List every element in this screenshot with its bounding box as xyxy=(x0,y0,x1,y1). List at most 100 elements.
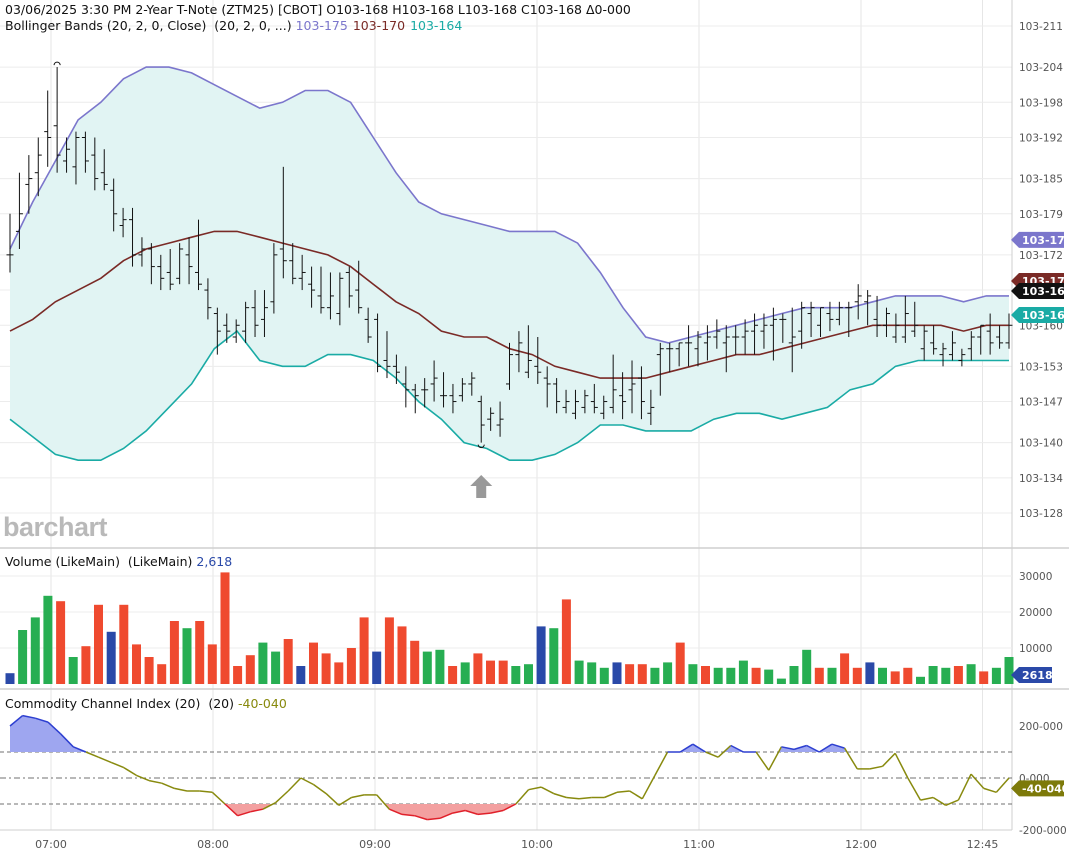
volume-bar xyxy=(549,628,559,684)
cci-line-segment xyxy=(439,812,453,819)
ohlc-bar xyxy=(289,243,297,285)
ohlc-bar xyxy=(854,284,862,320)
cci-line-segment xyxy=(224,803,239,817)
bb-lower-badge: 103-164 xyxy=(1011,307,1069,323)
ohlc-bar xyxy=(81,131,89,173)
ohlc-bar xyxy=(656,342,664,396)
volume-bar xyxy=(157,664,167,684)
cci-line-segment xyxy=(907,777,922,801)
cci-line-segment xyxy=(882,752,896,767)
volume-tick-label: 20000 xyxy=(1019,607,1052,619)
cci-line-segment xyxy=(237,811,251,817)
ohlc-bar xyxy=(506,342,513,390)
volume-bar xyxy=(713,667,723,684)
volume-bar xyxy=(460,662,470,684)
session-high-marker xyxy=(53,61,61,66)
bollinger-lower-line xyxy=(9,329,1009,461)
volume-bar xyxy=(372,651,382,684)
time-tick-label: 11:00 xyxy=(683,838,715,851)
ohlc-bar xyxy=(232,319,240,343)
cci-line-segment xyxy=(705,751,719,758)
cci-line-segment xyxy=(110,761,125,769)
bollinger-label: Bollinger Bands (20, 2, 0, Close) (20, 2… xyxy=(5,18,296,33)
cci-tick-label: -200-000 xyxy=(1019,825,1067,837)
ohlc-bar xyxy=(383,331,391,379)
ohlc-bar xyxy=(713,319,721,349)
volume-bar xyxy=(245,655,255,684)
cci-line-segment xyxy=(843,747,858,770)
last-price-badge-shape xyxy=(1011,283,1064,299)
time-tick-label: 12:45 xyxy=(967,838,999,851)
volume-bar xyxy=(448,666,458,684)
volume-bar xyxy=(258,642,268,684)
bb-upper-badge-text: 103-175 xyxy=(1022,234,1069,247)
ohlc-bar xyxy=(647,389,655,426)
ohlc-bar xyxy=(487,407,495,431)
ohlc-bar xyxy=(958,348,966,367)
volume-bar xyxy=(397,626,407,684)
volume-bar xyxy=(473,653,483,684)
cci-line-segment xyxy=(793,744,807,751)
cci-line-segment xyxy=(641,775,656,800)
time-tick-label: 09:00 xyxy=(359,838,391,851)
price-tick-label: 103-198 xyxy=(1019,97,1063,109)
volume-bar xyxy=(68,657,78,684)
volume-bar xyxy=(18,630,28,684)
ohlc-bar xyxy=(760,313,768,349)
ohlc-bar xyxy=(703,325,711,361)
cci-tick-label: 200-000 xyxy=(1019,721,1063,733)
ohlc-bar xyxy=(204,278,212,320)
cci-line-segment xyxy=(47,721,62,735)
ohlc-bar xyxy=(873,295,881,338)
cci-line-segment xyxy=(262,802,276,810)
volume-bar xyxy=(738,660,748,684)
ohlc-bar xyxy=(129,207,137,267)
cci-line-segment xyxy=(654,751,669,776)
volume-bar xyxy=(625,664,635,684)
ohlc-bar xyxy=(751,313,759,355)
ohlc-bar xyxy=(147,243,155,285)
price-tick-label: 103-185 xyxy=(1019,174,1063,186)
ohlc-bar xyxy=(100,149,108,191)
ohlc-bar xyxy=(345,266,353,308)
cci-line-segment xyxy=(9,715,24,727)
bb-upper-badge-shape xyxy=(1011,231,1064,248)
cci-oversold-fill xyxy=(384,804,516,820)
ohlc-bar xyxy=(590,383,598,414)
cci-line-segment xyxy=(578,796,592,800)
volume-bar xyxy=(119,604,129,684)
ohlc-bar xyxy=(279,166,287,279)
ohlc-bar xyxy=(619,372,627,420)
ohlc-bar xyxy=(166,248,174,291)
volume-bar xyxy=(132,644,141,684)
barchart-watermark: barchart xyxy=(3,512,108,542)
ohlc-bar xyxy=(411,383,419,414)
ohlc-bar xyxy=(392,354,400,384)
ohlc-bar xyxy=(374,313,382,373)
volume-bar xyxy=(283,639,293,684)
price-tick-label: 103-160 xyxy=(1019,320,1063,332)
ohlc-bar xyxy=(157,254,165,291)
cci-line-segment xyxy=(325,793,340,806)
ohlc-bar xyxy=(355,260,363,314)
volume-bar xyxy=(726,667,736,684)
cci-line-segment xyxy=(351,794,365,799)
price-tick-label: 103-147 xyxy=(1019,397,1063,409)
volume-bar xyxy=(207,644,217,684)
cci-line-segment xyxy=(869,765,883,770)
cci-line-segment xyxy=(452,809,466,814)
ohlc-bar xyxy=(185,237,193,285)
volume-bar xyxy=(43,595,53,684)
time-tick-label: 08:00 xyxy=(197,838,229,851)
cci-oversold-fill xyxy=(224,804,274,816)
ohlc-bar xyxy=(110,178,118,232)
volume-bar xyxy=(56,601,66,684)
ohlc-bar xyxy=(628,360,636,414)
price-tick-label: 103-179 xyxy=(1019,209,1063,221)
volume-bar xyxy=(422,651,432,684)
volume-bar xyxy=(587,662,597,684)
volume-bar xyxy=(966,664,976,684)
ohlc-bar xyxy=(6,213,14,273)
volume-bar xyxy=(195,621,205,684)
ohlc-bar xyxy=(63,137,71,173)
